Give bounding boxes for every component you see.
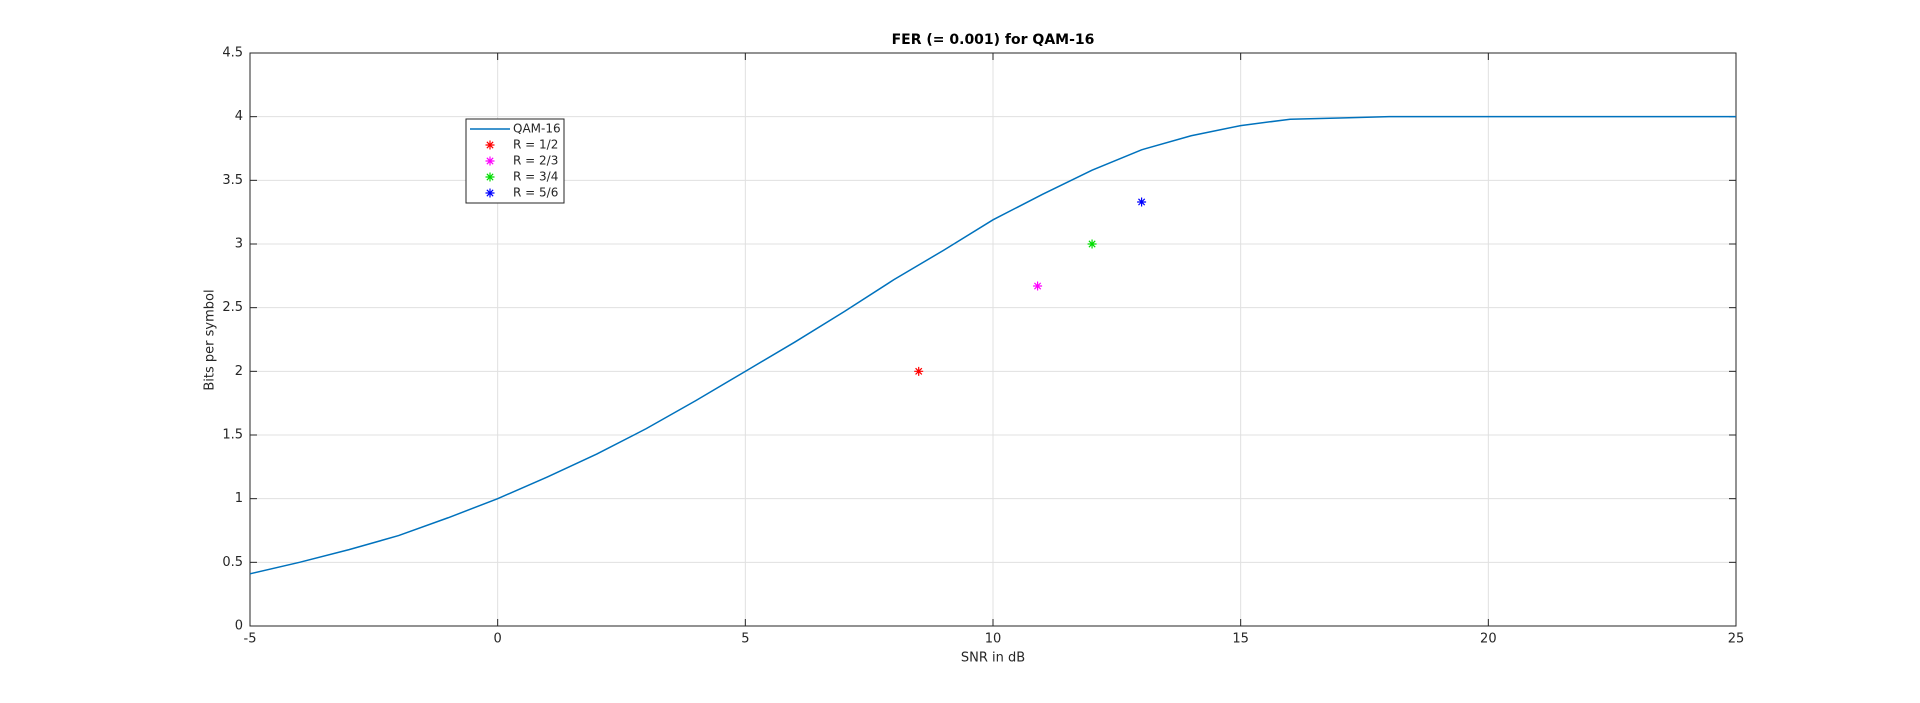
series-line	[249, 115, 1736, 575]
x-tick-label: 5	[741, 632, 749, 647]
legend-label: QAM-16	[513, 122, 561, 136]
y-tick-label: 0.5	[222, 555, 243, 570]
y-tick-label: 1.5	[222, 428, 243, 443]
legend-swatch	[485, 156, 495, 166]
legend-label: R = 5/6	[513, 186, 558, 200]
marker	[1033, 281, 1043, 291]
y-tick-label: 2	[235, 364, 243, 379]
y-tick-label: 0	[235, 619, 243, 634]
x-tick-label: 0	[494, 632, 502, 647]
y-tick-label: 3	[235, 237, 243, 252]
legend-label: R = 2/3	[513, 154, 558, 168]
legend-swatch	[485, 140, 495, 150]
marker	[914, 366, 924, 376]
x-tick-label: 25	[1728, 632, 1745, 647]
y-tick-label: 4	[235, 109, 243, 124]
x-tick-label: -5	[244, 632, 257, 647]
y-axis-label: Bits per symbol	[203, 289, 218, 390]
x-tick-label: 10	[985, 632, 1002, 647]
y-tick-label: 4.5	[222, 46, 243, 61]
plot-frame	[249, 52, 1737, 627]
y-tick-label: 2.5	[222, 300, 243, 315]
marker	[1087, 239, 1097, 249]
legend-swatch	[485, 188, 495, 198]
legend-box	[465, 118, 565, 204]
legend-swatch	[485, 172, 495, 182]
legend: QAM-16 R = 1/2 R = 2/3 R = 3/4 R = 5/6	[465, 118, 565, 204]
marker	[1137, 197, 1147, 207]
x-tick-label: 15	[1232, 632, 1249, 647]
y-tick-label: 1	[235, 491, 243, 506]
x-tick-label: 20	[1480, 632, 1497, 647]
y-tick-label: 3.5	[222, 173, 243, 188]
legend-label: R = 3/4	[513, 170, 558, 184]
x-axis-label: SNR in dB	[961, 651, 1025, 666]
legend-label: R = 1/2	[513, 138, 558, 152]
chart-title: FER (= 0.001) for QAM-16	[892, 32, 1095, 48]
